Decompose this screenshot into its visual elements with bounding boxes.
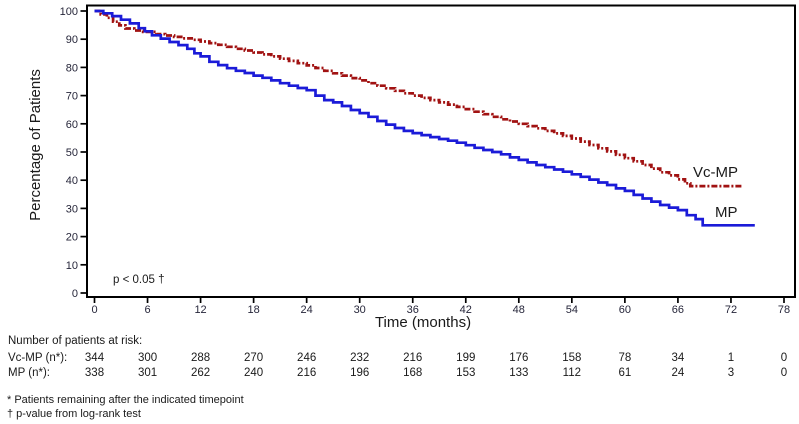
y-tick-label: 30 <box>66 203 78 215</box>
risk-row-label-vc-mp: Vc-MP (n*): <box>8 352 67 364</box>
footnote-dagger: † p-value from log-rank test <box>7 408 141 420</box>
x-axis-title: Time (months) <box>375 314 471 331</box>
y-tick-label: 40 <box>66 175 78 187</box>
x-tick-label: 72 <box>725 304 737 316</box>
risk-value: 216 <box>403 352 422 364</box>
risk-value: 344 <box>85 352 105 364</box>
y-tick-label: 90 <box>66 34 78 46</box>
risk-value: 34 <box>672 352 685 364</box>
x-tick-label: 66 <box>672 304 684 316</box>
y-tick-label: 50 <box>66 147 78 159</box>
y-tick-label: 70 <box>66 91 78 103</box>
risk-value: 133 <box>509 367 528 379</box>
y-axis-title: Percentage of Patients <box>27 69 44 221</box>
risk-value: 338 <box>85 367 104 379</box>
risk-value: 216 <box>297 367 316 379</box>
risk-value: 300 <box>138 352 157 364</box>
risk-value: 301 <box>138 367 157 379</box>
risk-table-title: Number of patients at risk: <box>8 335 142 347</box>
risk-value: 168 <box>403 367 422 379</box>
p-value-annotation: p < 0.05 † <box>113 274 164 286</box>
risk-value: 112 <box>563 367 581 379</box>
risk-value: 3 <box>728 367 734 379</box>
risk-value: 61 <box>618 367 631 379</box>
risk-value: 199 <box>456 352 475 364</box>
risk-value: 288 <box>191 352 210 364</box>
y-tick-label: 80 <box>66 62 78 74</box>
y-tick-label: 10 <box>66 260 78 272</box>
risk-value: 78 <box>618 352 631 364</box>
x-tick-label: 24 <box>301 304 313 316</box>
risk-value: 153 <box>456 367 475 379</box>
x-tick-label: 0 <box>91 304 97 316</box>
risk-value: 176 <box>509 352 528 364</box>
x-tick-label: 30 <box>354 304 366 316</box>
y-axis-ticks: 0 10 20 30 40 50 60 70 80 90 100 <box>60 6 87 300</box>
curve-vc-mp <box>94 9 744 188</box>
series-label-vc-mp: Vc-MP <box>693 164 738 181</box>
curve-mp <box>94 9 755 227</box>
x-tick-label: 54 <box>566 304 578 316</box>
risk-value: 240 <box>244 367 263 379</box>
risk-value: 158 <box>562 352 581 364</box>
x-tick-label: 36 <box>407 304 419 316</box>
x-tick-label: 60 <box>619 304 631 316</box>
risk-value: 0 <box>781 352 787 364</box>
x-axis-ticks: 0 6 12 18 24 30 36 42 48 54 60 66 72 78 <box>91 297 790 316</box>
x-tick-label: 18 <box>247 304 259 316</box>
risk-value: 24 <box>672 367 685 379</box>
x-tick-label: 12 <box>194 304 206 316</box>
y-tick-label: 100 <box>60 6 78 18</box>
risk-value: 1 <box>728 352 734 364</box>
risk-value: 196 <box>350 367 369 379</box>
survival-curves <box>94 9 755 227</box>
risk-table-values: 344 300 288 270 246 232 216 199 176 158 78 34 1 0 338 3… <box>85 352 787 379</box>
footnote-asterisk: * Patients remaining after the indicated… <box>7 394 244 406</box>
risk-value: 246 <box>297 352 316 364</box>
risk-value: 262 <box>191 367 210 379</box>
y-tick-label: 20 <box>66 232 78 244</box>
risk-value: 232 <box>350 352 369 364</box>
x-tick-label: 78 <box>778 304 790 316</box>
x-tick-label: 6 <box>144 304 150 316</box>
x-tick-label: 48 <box>513 304 525 316</box>
risk-row-label-mp: MP (n*): <box>8 367 50 379</box>
risk-value: 0 <box>781 367 787 379</box>
risk-value: 270 <box>244 352 263 364</box>
y-tick-label: 60 <box>66 119 78 131</box>
series-label-mp: MP <box>715 204 738 221</box>
x-tick-label: 42 <box>460 304 472 316</box>
y-tick-label: 0 <box>72 288 78 300</box>
